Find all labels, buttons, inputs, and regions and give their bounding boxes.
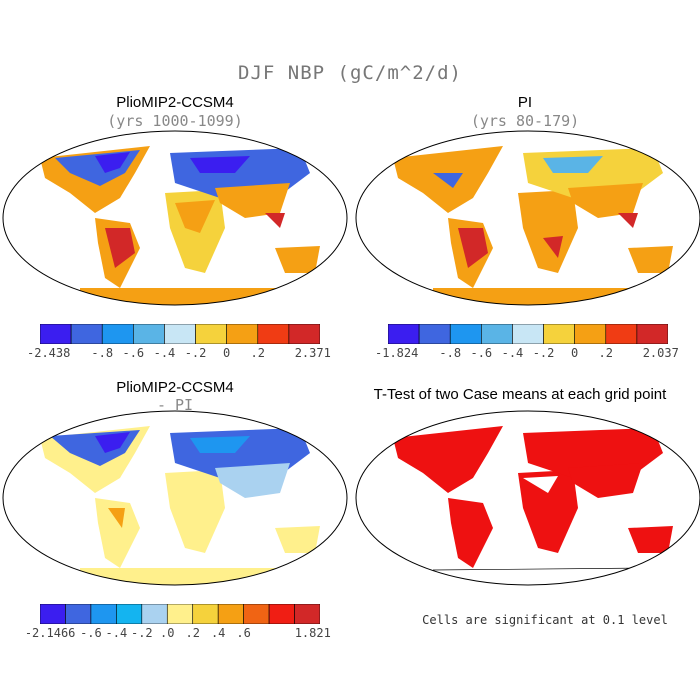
colorbar-swatch [449, 324, 482, 344]
colorbar-tick-label: -.4 [153, 346, 176, 360]
colorbar-tick-label: 2.371 [294, 346, 331, 360]
colorbar-tick-label: -2.438 [26, 346, 71, 360]
colorbar-bottom-left [40, 604, 320, 624]
colorbar-ticks-bottom-left: -2.1466 -.6 -.4 -.2 .0 .2 .4 .6 1.821 [25, 626, 331, 642]
land-mass-group [40, 426, 320, 585]
colorbar-swatch [288, 324, 320, 344]
colorbar-tick-label: .2 [185, 626, 200, 640]
map-top-right [355, 130, 700, 306]
colorbar-swatch [257, 324, 290, 344]
colorbar-swatch [217, 604, 244, 624]
colorbar-top-left [40, 324, 320, 344]
colorbar-tick-label: .2 [598, 346, 613, 360]
colorbar-tick-label: -.2 [184, 346, 207, 360]
colorbar-tick-label: 0 [571, 346, 579, 360]
colorbar-tick-label: -.8 [439, 346, 462, 360]
significance-footnote: Cells are significant at 0.1 level [422, 613, 668, 627]
land-mass-group [40, 146, 320, 305]
colorbar-swatch [268, 604, 295, 624]
colorbar-tick-label: .6 [236, 626, 251, 640]
panel-subtitle-bottom-left: - PI [156, 396, 194, 414]
colorbar-tick-label: .0 [160, 626, 175, 640]
colorbar-tick-label: 2.037 [642, 346, 679, 360]
map-bottom-left [2, 410, 348, 586]
panel-subtitle-top-left: (yrs 1000-1099) [107, 112, 243, 130]
colorbar-tick-label: -.4 [501, 346, 524, 360]
colorbar-swatch [195, 324, 227, 344]
colorbar-tick-label: .2 [250, 346, 265, 360]
colorbar-tick-label: 0 [223, 346, 231, 360]
land-mass-group [393, 426, 673, 571]
colorbar-swatch [543, 324, 575, 344]
colorbar-tick-label: -.6 [80, 626, 102, 640]
colorbar-swatch [512, 324, 544, 344]
panel-title-top-right: PI [517, 94, 533, 111]
colorbar-swatch [226, 324, 259, 344]
panel-title-bottom-left: PlioMIP2-CCSM4 [116, 379, 234, 396]
colorbar-swatch [133, 324, 165, 344]
colorbar-swatch [192, 604, 219, 624]
colorbar-ticks-top-right: -1.824 -.8 -.6 -.4 -.2 0 .2 2.037 [375, 346, 679, 362]
colorbar-swatch [116, 604, 143, 624]
colorbar-swatch [141, 604, 168, 624]
colorbar-tick-label: 1.821 [294, 626, 331, 640]
colorbar-tick-label: -.2 [532, 346, 555, 360]
colorbar-tick-label: -.8 [91, 346, 114, 360]
colorbar-swatch [101, 324, 134, 344]
colorbar-tick-label: -.6 [470, 346, 493, 360]
colorbar-swatch [70, 324, 103, 344]
panel-title-top-left: PlioMIP2-CCSM4 [116, 94, 234, 111]
colorbar-swatch [40, 324, 72, 344]
colorbar-swatch [65, 604, 92, 624]
colorbar-tick-label: .4 [210, 626, 226, 640]
map-bottom-right [355, 410, 700, 586]
colorbar-swatch [40, 604, 66, 624]
colorbar-swatch [418, 324, 451, 344]
colorbar-tick-label: -.4 [105, 626, 128, 640]
colorbar-ticks-top-left: -2.438 -.8 -.6 -.4 -.2 0 .2 2.371 [27, 346, 331, 362]
land-mass-group [393, 146, 673, 305]
colorbar-tick-label: -1.824 [374, 346, 419, 360]
colorbar-swatch [243, 604, 270, 624]
colorbar-tick-label: -2.1466 [24, 626, 76, 640]
colorbar-swatch [636, 324, 668, 344]
colorbar-swatch [574, 324, 607, 344]
colorbar-swatch [294, 604, 320, 624]
map-top-left [2, 130, 348, 306]
colorbar-tick-label: -.6 [122, 346, 145, 360]
colorbar-swatch [164, 324, 196, 344]
panel-title-bottom-right: T-Test of two Case means at each grid po… [373, 386, 667, 403]
colorbar-swatch [166, 604, 194, 624]
figure-title: DJF NBP (gC/m^2/d) [238, 62, 462, 84]
colorbar-swatch [605, 324, 638, 344]
colorbar-swatch [388, 324, 420, 344]
colorbar-swatch [90, 604, 117, 624]
colorbar-swatch [481, 324, 513, 344]
colorbar-top-right [388, 324, 668, 344]
colorbar-tick-label: -.2 [130, 626, 153, 640]
panel-subtitle-top-right: (yrs 80-179) [470, 112, 580, 130]
